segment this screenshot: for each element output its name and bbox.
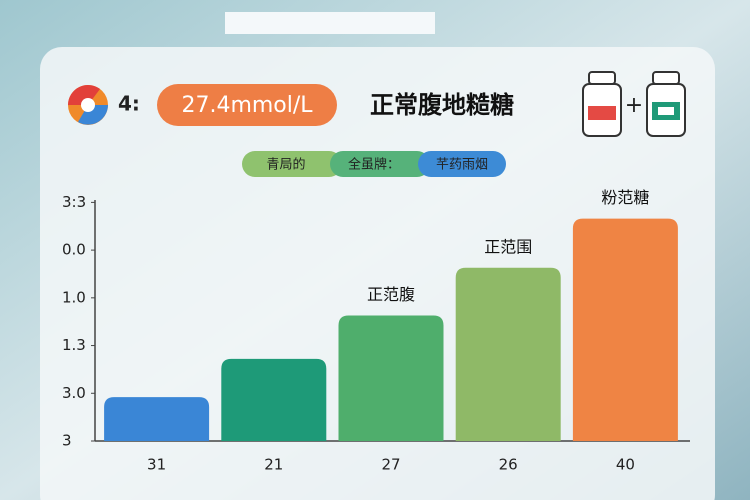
y-tick-label: 3 [62, 432, 72, 450]
logo [68, 85, 108, 125]
x-tick-label: 40 [616, 456, 635, 474]
bar [338, 315, 444, 441]
legend-label: 全虽牌： [348, 157, 400, 173]
x-tick-label: 26 [499, 456, 518, 474]
ceiling-light [225, 12, 435, 34]
bar [572, 218, 678, 441]
index-label: 4: [118, 92, 140, 116]
y-tick-label: 1.3 [62, 336, 86, 354]
title: 正常腹地糙糖 [370, 91, 514, 119]
legend-pill [330, 151, 430, 177]
plus: + [625, 93, 643, 118]
bottle-green [646, 71, 686, 137]
x-tick-label: 27 [381, 456, 400, 474]
x-tick-label: 21 [264, 456, 283, 474]
bar [455, 267, 561, 441]
bar [221, 358, 327, 441]
y-tick-label: 3.0 [62, 384, 86, 402]
bottle-red [582, 71, 622, 137]
bar-annotation: 正范腹 [367, 285, 415, 304]
legend-label: 青局的 [266, 157, 305, 173]
value-label: 27.4mmol/L [181, 93, 313, 118]
legend-pill [418, 151, 506, 177]
y-tick-label: 1.0 [62, 288, 86, 306]
bar-annotation: 粉范糖 [601, 188, 649, 207]
legend-pill [242, 151, 342, 177]
bar [104, 397, 210, 441]
y-tick-label: 3:3 [62, 193, 86, 211]
legend-label: 芊药雨烟 [436, 157, 488, 173]
bar-annotation: 正范围 [484, 237, 532, 256]
x-tick-label: 31 [147, 456, 166, 474]
y-tick-label: 0.0 [62, 241, 86, 259]
value-pill [157, 84, 337, 126]
